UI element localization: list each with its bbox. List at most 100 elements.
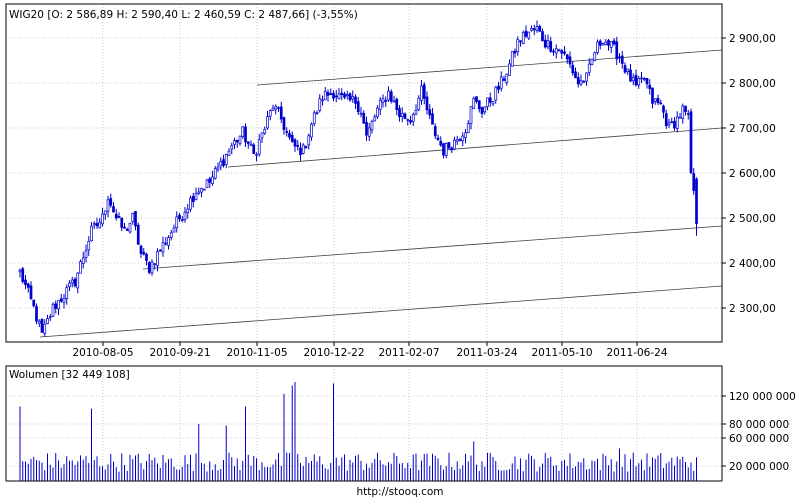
candle-body <box>579 80 583 85</box>
candle-body <box>378 99 382 110</box>
candle-body <box>373 116 377 122</box>
panel-frames <box>5 3 723 482</box>
candle-body <box>439 140 443 146</box>
candle-body <box>131 212 135 223</box>
date-tick-label: 2011-03-24 <box>456 347 517 359</box>
candle-body <box>436 137 440 140</box>
candle-body <box>332 92 335 99</box>
candle-body <box>197 191 201 194</box>
candle-body <box>274 105 278 110</box>
source-url[interactable]: http://stooq.com <box>356 486 443 498</box>
candle-body <box>469 106 473 124</box>
candle-body <box>384 100 388 102</box>
candle-body <box>277 107 280 109</box>
candle-body <box>205 179 209 189</box>
candle-body <box>37 320 41 324</box>
candle-body <box>447 142 451 149</box>
candle-body <box>194 193 198 200</box>
candle-body <box>549 41 553 52</box>
candle-body <box>244 126 247 143</box>
candle-body <box>486 97 489 107</box>
candle-body <box>543 39 547 48</box>
date-tick-label: 2010-08-05 <box>72 347 133 359</box>
candle-body <box>156 251 159 266</box>
candle-body <box>623 65 627 73</box>
candle-body <box>109 198 113 206</box>
candle-body <box>326 92 330 96</box>
candle-body <box>211 176 214 184</box>
candle-body <box>571 64 575 74</box>
candle-body <box>158 249 162 252</box>
candle-body <box>134 211 137 227</box>
candle-body <box>142 251 146 255</box>
candle-body <box>367 127 371 137</box>
candle-body <box>145 253 148 261</box>
candle-body <box>453 139 456 150</box>
candle-body <box>257 139 261 155</box>
candle-body <box>376 107 379 118</box>
candle-body <box>136 224 140 245</box>
candle-body <box>307 135 311 146</box>
price-tick-label: 2 900,00 <box>729 33 776 45</box>
candle-body <box>227 150 231 156</box>
candle-body <box>458 139 462 141</box>
candle-body <box>293 139 297 147</box>
candle-body <box>477 100 481 110</box>
candle-body <box>219 161 223 167</box>
candle-body <box>24 279 27 286</box>
price-tick-label: 2 800,00 <box>729 78 776 90</box>
candle-body <box>230 145 234 150</box>
candle-body <box>681 105 685 119</box>
candle-body <box>532 28 536 31</box>
candle-body <box>200 188 203 193</box>
date-axis: 2010-08-05 2010-09-21 2010-11-05 2010-12-22… <box>72 342 668 359</box>
price-tick-label: 2 500,00 <box>729 213 776 225</box>
price-tick-label: 2 600,00 <box>729 168 776 180</box>
candle-body <box>684 105 687 112</box>
candle-body <box>524 30 528 37</box>
candle-body <box>673 120 676 129</box>
candle-body <box>340 92 344 95</box>
candle-body <box>260 132 264 139</box>
candle-body <box>29 285 33 299</box>
candle-body <box>670 121 674 124</box>
candle-body <box>189 197 192 210</box>
candle-body <box>98 221 102 229</box>
candle-body <box>139 245 143 254</box>
candle-body <box>521 32 525 44</box>
candle-body <box>629 69 632 82</box>
candle-body <box>79 261 82 274</box>
candle-body <box>442 143 445 156</box>
candle-body <box>370 120 374 131</box>
candle-body <box>266 116 269 129</box>
candle-body <box>21 268 25 283</box>
candle-body <box>334 95 338 98</box>
candle-body <box>222 159 225 166</box>
candle-body <box>609 41 613 48</box>
candle-body <box>587 63 591 73</box>
trend-lines <box>39 49 723 338</box>
candle-body <box>675 116 679 129</box>
candle-body <box>343 93 346 98</box>
candle-body <box>76 272 80 289</box>
candle-body <box>510 51 514 67</box>
candle-body <box>420 85 423 101</box>
candle-body <box>398 108 401 118</box>
candle-body <box>65 287 69 299</box>
candle-body <box>618 56 621 59</box>
candle-body <box>54 303 58 309</box>
candle-body <box>505 73 509 84</box>
candle-body <box>70 279 74 284</box>
candle-body <box>106 199 110 212</box>
date-tick-label: 2010-12-22 <box>303 347 364 359</box>
candle-body <box>554 48 558 54</box>
candle-body <box>114 213 118 219</box>
candle-body <box>546 40 550 48</box>
candle-body <box>513 50 517 54</box>
candle-body <box>268 110 272 117</box>
candle-body <box>18 269 22 273</box>
candle-body <box>296 145 300 147</box>
candle-body <box>450 147 454 151</box>
